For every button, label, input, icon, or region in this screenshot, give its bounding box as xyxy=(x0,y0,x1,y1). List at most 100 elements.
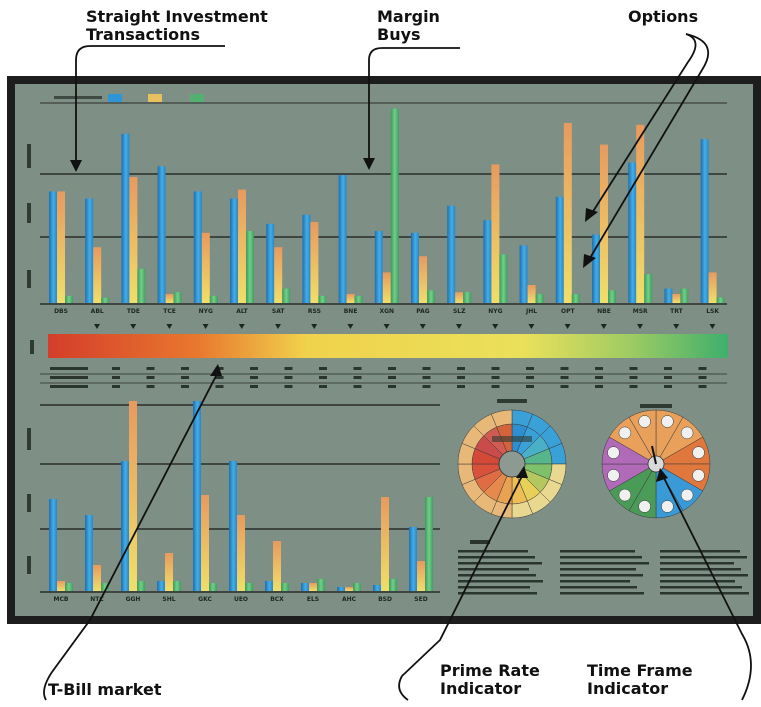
bar-green-15 xyxy=(608,290,616,303)
row-value-mark xyxy=(664,385,672,388)
bar-blue-11 xyxy=(447,205,456,303)
bar-blue-7 xyxy=(301,583,309,591)
bar-blue-5 xyxy=(229,461,237,591)
bar-orange-4 xyxy=(201,232,210,303)
legend-row-mark xyxy=(660,592,749,595)
row-value-mark xyxy=(629,367,638,370)
legend-row-mark xyxy=(660,574,748,577)
row-value-mark xyxy=(353,367,362,370)
ticker-label-6: SAT xyxy=(272,308,285,315)
legend-row-mark xyxy=(458,592,537,595)
bar-green-5 xyxy=(245,583,253,591)
bar-green-16 xyxy=(644,274,653,303)
row-value-mark xyxy=(181,385,189,388)
prime-rate-callout: Prime Rate Indicator xyxy=(440,661,540,698)
ticker-label-4: GKC xyxy=(198,596,212,603)
legend-swatch-blue xyxy=(108,94,122,102)
callout-lines xyxy=(43,33,752,701)
bar-orange-13 xyxy=(527,285,536,303)
bar-green-12 xyxy=(499,254,508,303)
bar-orange-17 xyxy=(672,294,681,303)
time-marker-1 xyxy=(680,426,694,440)
time-marker-8 xyxy=(607,469,620,482)
bar-orange-15 xyxy=(600,144,608,303)
row-label-mark-1 xyxy=(50,376,88,379)
row-value-mark xyxy=(250,385,258,388)
ticker-label-5: UEO xyxy=(234,596,248,603)
bar-orange-2 xyxy=(129,401,137,591)
tbill-side-label xyxy=(30,340,34,354)
row-value-mark xyxy=(595,376,603,379)
bar-green-7 xyxy=(317,579,325,591)
ticker-marker-11 xyxy=(492,324,499,329)
legend-row-mark xyxy=(560,574,643,577)
row-value-mark xyxy=(181,367,189,370)
legend-row-mark xyxy=(560,580,630,583)
straight-investment-callout: Straight Investment Transactions xyxy=(86,7,268,44)
ticker-marker-13 xyxy=(564,324,571,329)
time-marker-3 xyxy=(692,469,705,482)
ticker-label-9: XGN xyxy=(380,308,395,315)
bar-green-1 xyxy=(101,297,110,303)
bar-green-2 xyxy=(137,581,145,591)
bar-blue-6 xyxy=(266,223,275,303)
bottom-bar-chart: MCB NTC GGH SHL GKC UEO BCX ELS AHC BSD SED xyxy=(27,401,440,603)
bar-orange-10 xyxy=(419,256,427,303)
ticker-label-4: NYG xyxy=(199,308,213,315)
legend-row-mark xyxy=(560,592,644,595)
row-value-mark xyxy=(215,385,224,388)
ticker-label-1: ABL xyxy=(91,308,104,315)
time-frame-hand xyxy=(651,445,657,465)
row-label-mark-2 xyxy=(50,385,88,388)
ticker-label-8: AHC xyxy=(342,596,357,603)
ticker-label-7: ELS xyxy=(307,596,319,603)
bar-orange-16 xyxy=(636,124,645,303)
ticker-label-0: MCB xyxy=(54,596,69,603)
ticker-marker-15 xyxy=(637,324,643,329)
bar-orange-0 xyxy=(57,191,65,303)
bar-green-2 xyxy=(137,268,146,303)
ticker-label-18: LSK xyxy=(706,308,719,315)
ticker-marker-8 xyxy=(383,324,390,329)
bar-orange-1 xyxy=(93,565,101,591)
time-marker-11 xyxy=(638,415,651,428)
bar-orange-0 xyxy=(57,581,65,591)
row-value-mark xyxy=(664,376,672,379)
bar-orange-12 xyxy=(491,164,500,303)
bar-blue-16 xyxy=(628,162,637,303)
bar-green-9 xyxy=(390,108,399,303)
bar-green-6 xyxy=(281,583,289,591)
bar-blue-9 xyxy=(373,585,381,591)
row-value-mark xyxy=(595,367,603,370)
row-value-mark xyxy=(215,376,224,379)
row-value-mark xyxy=(250,367,258,370)
ticker-marker-1 xyxy=(130,324,137,329)
ticker-marker-10 xyxy=(456,324,462,329)
bar-green-5 xyxy=(246,231,254,303)
legend-row-mark xyxy=(458,574,536,577)
bar-green-14 xyxy=(571,294,580,303)
bar-blue-6 xyxy=(265,581,273,591)
bar-orange-7 xyxy=(309,583,317,591)
row-value-mark xyxy=(422,376,431,379)
ticker-label-16: MSR xyxy=(633,308,648,315)
bar-orange-8 xyxy=(346,294,355,303)
ticker-marker-17 xyxy=(709,324,716,329)
row-value-mark xyxy=(560,385,569,388)
row-value-mark xyxy=(112,385,120,388)
bar-orange-18 xyxy=(708,272,717,303)
ticker-label-11: SLZ xyxy=(453,308,466,315)
row-value-mark xyxy=(595,385,603,388)
row-label-mark-0 xyxy=(50,367,88,370)
legend-row-mark xyxy=(458,556,535,559)
row-value-mark xyxy=(698,376,707,379)
ticker-label-6: BCX xyxy=(270,596,284,603)
ticker-marker-4 xyxy=(238,324,245,329)
ticker-marker-16 xyxy=(673,324,680,329)
bar-blue-13 xyxy=(519,245,528,303)
prime-wheel-label xyxy=(492,436,532,442)
bar-green-1 xyxy=(101,583,109,591)
bar-green-8 xyxy=(354,295,363,303)
row-value-mark xyxy=(422,385,431,388)
